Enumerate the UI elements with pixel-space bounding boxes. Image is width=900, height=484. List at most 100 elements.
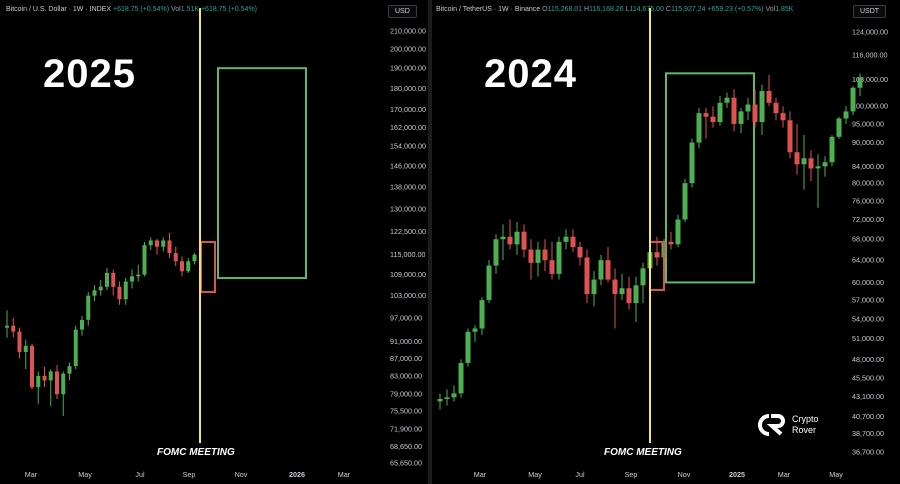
y-tick-label: 60,000.00 [852,278,884,287]
candle [724,97,730,103]
y-tick-label: 79,000.00 [390,390,422,399]
y-tick-label: 108,000.00 [852,75,888,84]
candle [689,142,695,184]
candle [479,300,485,329]
candle [437,398,443,402]
candle [563,236,569,242]
candle [836,118,842,137]
change-value: +659.23 (+0.57%) [707,6,764,13]
candle [843,111,849,119]
candle [521,231,527,250]
candle [738,111,744,124]
candle [759,91,765,123]
change-value: +618.75 (+0.54%) [112,6,170,13]
currency-button[interactable]: USD [388,5,417,18]
candle [23,345,28,353]
candle [682,183,688,220]
candle [136,274,141,277]
candle [17,331,22,353]
candle [598,260,604,280]
x-tick-label: Sep [625,470,638,479]
y-tick-label: 162,000.00 [390,123,426,132]
y-tick-label: 103,000.00 [390,291,426,300]
candle [123,281,128,300]
candle [92,290,97,296]
year-label: 2024 [484,52,577,96]
candle [192,254,197,262]
candle [766,91,772,103]
high-label: H [584,6,590,13]
y-tick-label: 83,000.00 [390,371,422,380]
candle [30,345,34,388]
fomc-candle-box [200,241,216,293]
candle [500,236,506,240]
candle [829,136,835,163]
chart-header-2024: Bitcoin / TetherUS · 1W · Binance O115,2… [436,6,793,13]
y-tick-label: 154,000.00 [390,142,426,151]
y-tick-label: 68,000.00 [852,235,884,244]
candle [857,78,863,88]
candle [850,87,856,112]
candle [130,276,134,282]
candle [612,279,618,295]
candle [640,268,646,286]
y-tick-label: 109,000.00 [390,270,426,279]
fomc-label: FOMC MEETING [157,447,235,458]
candle [801,158,807,165]
candle [794,152,800,165]
y-tick-label: 68,650.00 [390,442,422,451]
candle [444,397,450,399]
y-tick-label: 57,000.00 [852,296,884,305]
candle [815,166,821,169]
y-tick-label: 84,000.00 [852,162,884,171]
y-tick-label: 210,000.00 [390,27,426,36]
candle [105,272,109,287]
candle [752,104,758,123]
year-label: 2025 [43,52,136,96]
y-tick-label: 40,700.00 [852,412,884,421]
candle [535,249,541,263]
y-tick-label: 130,000.00 [390,205,426,214]
close-value: 115,927.24 [670,6,706,13]
candle [98,286,103,291]
brand-name: Crypto Rover [792,414,819,436]
vol-label: Vol [170,6,181,13]
candle [780,113,786,121]
currency-button[interactable]: USDT [853,5,887,18]
candle [486,265,492,301]
vol-label: Vol [765,6,776,13]
crypto-rover-icon [758,414,785,436]
symbol-label: Bitcoin / TetherUS · 1W · Binance [436,6,541,13]
y-tick-label: 115,000.00 [390,250,425,259]
candle [528,249,534,263]
candle [556,241,562,274]
close-label: C [665,6,671,13]
x-tick-label: Sep [183,470,196,479]
candle [773,102,779,114]
y-tick-label: 87,000.00 [390,354,422,363]
x-tick-label: Mar [474,470,487,479]
fomc-label: FOMC MEETING [604,447,682,458]
chart-2024: 124,000.00 116,000.00 108,000.00 100,000.00… [437,8,888,479]
candle [514,231,520,245]
y-tick-label: 38,700.00 [852,429,884,438]
candle [493,239,499,266]
x-tick-label: Mar [778,470,791,479]
y-tick-label: 91,000.00 [390,337,422,346]
candle [570,236,576,247]
candle [55,371,59,395]
candle [584,257,590,295]
y-tick-label: 100,000.00 [852,102,888,111]
y-tick-label: 95,000.00 [852,119,884,128]
brand-line-1: Crypto [792,414,819,424]
candle [80,319,84,330]
change-value-2: +618.75 (+0.54%) [200,6,258,13]
candle [507,236,513,245]
y-tick-label: 48,000.00 [852,355,884,364]
y-tick-label: 71,900.00 [390,425,422,434]
candle [67,366,72,374]
crypto-rover-logo: Crypto Rover [756,413,819,437]
y-tick-label: 43,100.00 [852,392,884,401]
candle [619,288,625,295]
